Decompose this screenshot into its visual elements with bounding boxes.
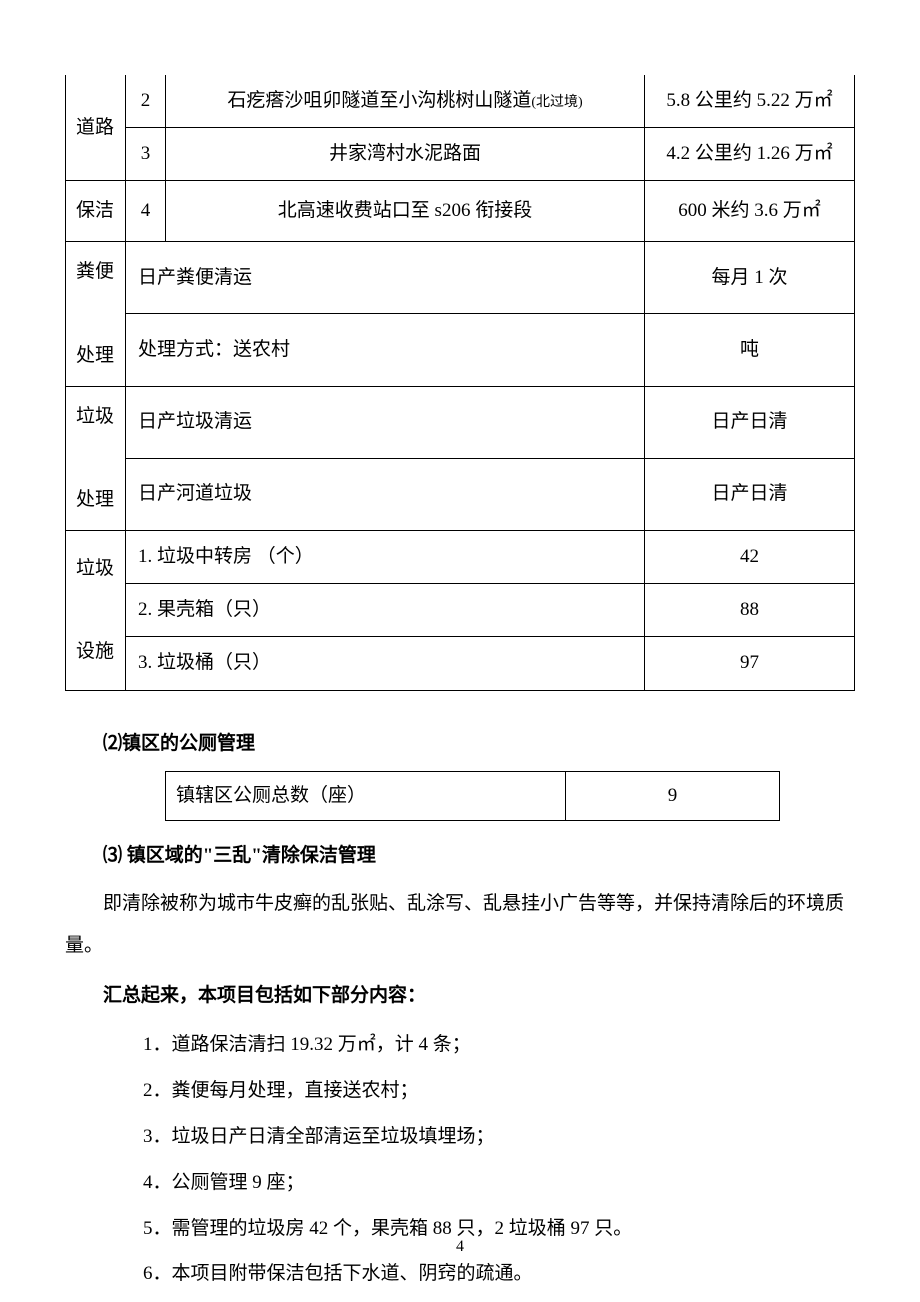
category-facility: 垃圾 设施 — [66, 530, 126, 690]
section3-heading: ⑶ 镇区域的"三乱"清除保洁管理 — [103, 839, 855, 873]
section3-para: 即清除被称为城市牛皮癣的乱张贴、乱涂写、乱悬挂小广告等等，并保持清除后的环境质量… — [65, 883, 855, 967]
row-val: 97 — [645, 637, 855, 690]
summary-item: 4．公厕管理 9 座； — [65, 1162, 855, 1204]
row-desc: 井家湾村水泥路面 — [166, 128, 645, 181]
row-val: 5.8 公里约 5.22 万㎡ — [645, 75, 855, 128]
toilet-value: 9 — [566, 771, 780, 820]
row-val: 4.2 公里约 1.26 万㎡ — [645, 128, 855, 181]
row-desc: 石疙瘩沙咀卯隧道至小沟桃树山隧道(北过境) — [166, 75, 645, 128]
row-desc: 日产粪便清运 — [126, 242, 645, 314]
row-desc: 3. 垃圾桶（只） — [126, 637, 645, 690]
summary-item: 3．垃圾日产日清全部清运至垃圾填埋场； — [65, 1116, 855, 1158]
row-val: 42 — [645, 530, 855, 583]
row-desc: 1. 垃圾中转房 （个） — [126, 530, 645, 583]
row-val: 600 米约 3.6 万㎡ — [645, 181, 855, 242]
category-feces: 粪便 处理 — [66, 242, 126, 386]
row-desc: 日产垃圾清运 — [126, 386, 645, 458]
category-road: 道路 — [66, 75, 126, 181]
row-desc: 处理方式：送农村 — [126, 314, 645, 386]
row-val: 日产日清 — [645, 458, 855, 530]
row-num: 4 — [126, 181, 166, 242]
summary-item: 1．道路保洁清扫 19.32 万㎡，计 4 条； — [65, 1024, 855, 1066]
row-desc: 日产河道垃圾 — [126, 458, 645, 530]
row-desc: 2. 果壳箱（只） — [126, 584, 645, 637]
category-trash: 垃圾 处理 — [66, 386, 126, 530]
row-num: 3 — [126, 128, 166, 181]
toilet-table: 镇辖区公厕总数（座） 9 — [165, 771, 780, 821]
row-num: 2 — [126, 75, 166, 128]
toilet-label: 镇辖区公厕总数（座） — [166, 771, 566, 820]
summary-item: 2．粪便每月处理，直接送农村； — [65, 1070, 855, 1112]
row-val: 日产日清 — [645, 386, 855, 458]
page-number: 4 — [0, 1233, 920, 1262]
summary-heading: 汇总起来，本项目包括如下部分内容： — [65, 975, 855, 1017]
main-table: 道路 2 石疙瘩沙咀卯隧道至小沟桃树山隧道(北过境) 5.8 公里约 5.22 … — [65, 75, 855, 691]
section2-heading: ⑵镇区的公厕管理 — [103, 727, 855, 761]
row-val: 每月 1 次 — [645, 242, 855, 314]
row-val: 吨 — [645, 314, 855, 386]
row-val: 88 — [645, 584, 855, 637]
row-desc: 北高速收费站口至 s206 衔接段 — [166, 181, 645, 242]
category-clean: 保洁 — [66, 181, 126, 242]
